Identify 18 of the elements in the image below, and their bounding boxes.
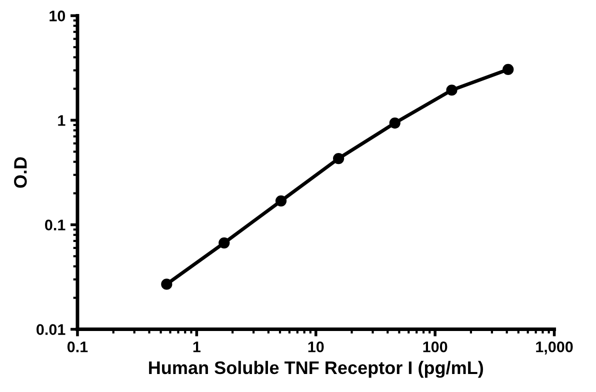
point xyxy=(389,117,400,129)
x-tick-label: 100 xyxy=(423,341,448,352)
point xyxy=(502,64,514,75)
x-tick-label: 0.1 xyxy=(67,341,88,352)
x-tick-label: 1,000 xyxy=(536,341,573,355)
x-tick-label: 10 xyxy=(308,341,324,352)
y-tick-label: 1 xyxy=(58,115,66,126)
point xyxy=(333,152,344,164)
y-tick-label: 0.1 xyxy=(45,220,66,230)
point xyxy=(275,195,287,206)
y-tick-label: 0.01 xyxy=(36,324,66,335)
point xyxy=(161,278,172,290)
point xyxy=(446,84,458,96)
point xyxy=(218,237,230,248)
y-axis-title: O.D xyxy=(14,157,27,188)
x-tick-label: 1 xyxy=(193,342,201,352)
y-tick-label: 10 xyxy=(50,10,66,22)
x-axis-title: Human Soluble TNF Receptor I (pg/mL) xyxy=(149,360,484,378)
